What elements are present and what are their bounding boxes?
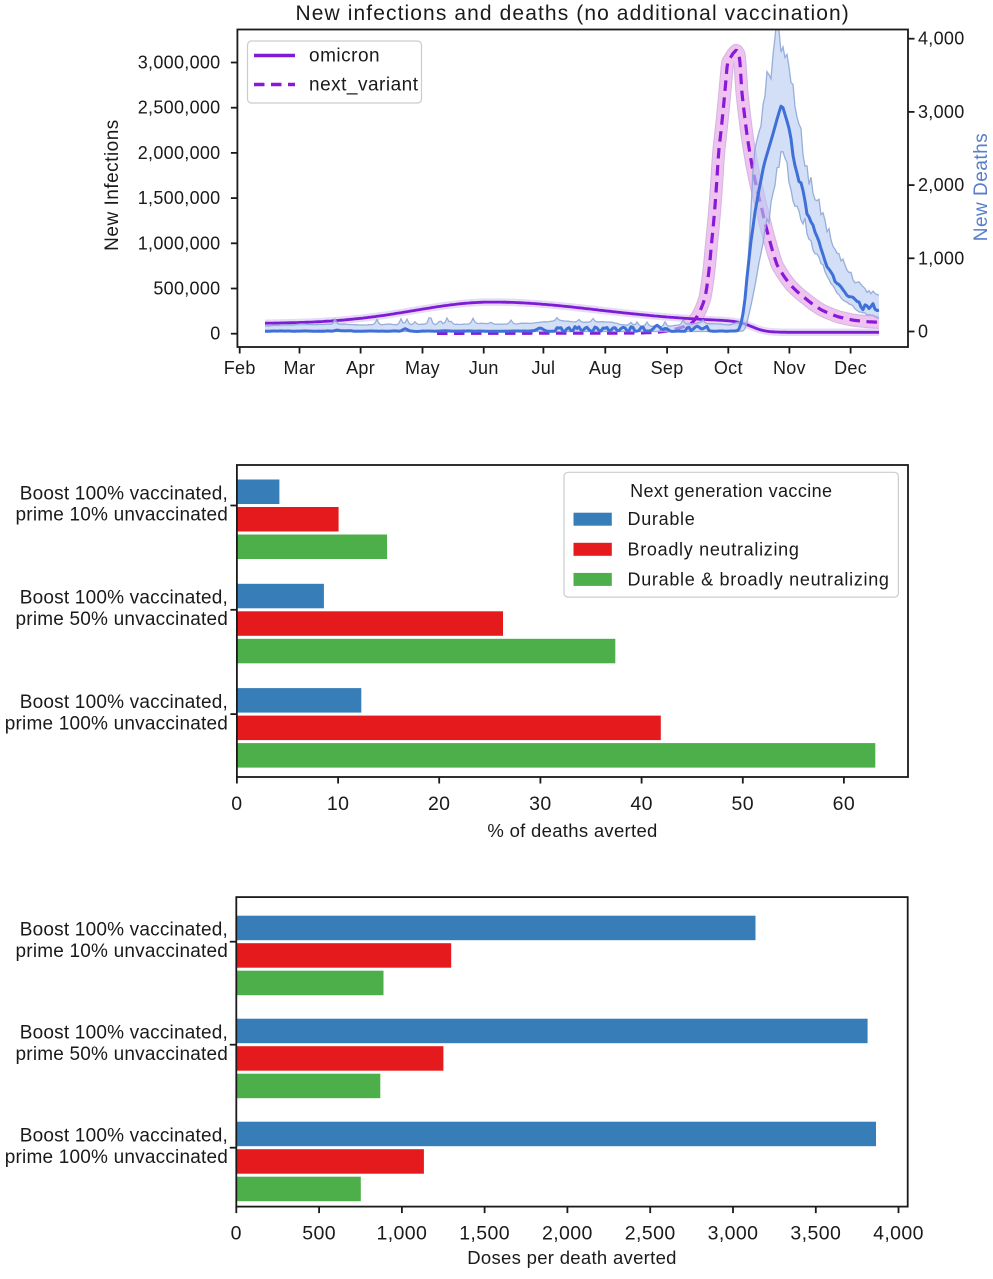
svg-text:0: 0	[231, 793, 242, 815]
svg-text:Boost 100% vaccinated,: Boost 100% vaccinated,	[20, 1126, 228, 1147]
svg-text:Next generation vaccine: Next generation vaccine	[630, 481, 832, 501]
svg-text:Jun: Jun	[469, 358, 499, 378]
svg-text:2,500,000: 2,500,000	[138, 98, 221, 118]
svg-text:next_variant: next_variant	[309, 75, 419, 96]
svg-text:500,000: 500,000	[153, 279, 220, 299]
svg-text:30: 30	[529, 793, 552, 815]
svg-text:3,000,000: 3,000,000	[138, 53, 221, 73]
svg-text:1,500,000: 1,500,000	[138, 188, 221, 208]
svg-text:Mar: Mar	[284, 358, 316, 378]
svg-text:Boost 100% vaccinated,: Boost 100% vaccinated,	[20, 588, 228, 609]
svg-text:0: 0	[231, 1223, 242, 1245]
svg-text:0: 0	[210, 324, 220, 344]
svg-text:prime 100% unvaccinated: prime 100% unvaccinated	[5, 713, 228, 734]
svg-text:3,500: 3,500	[790, 1223, 841, 1245]
svg-text:New infections and deaths (no: New infections and deaths (no additional…	[295, 2, 849, 25]
svg-text:Oct: Oct	[714, 358, 743, 378]
svg-text:Nov: Nov	[773, 358, 806, 378]
svg-text:20: 20	[428, 793, 451, 815]
svg-text:50: 50	[732, 793, 755, 815]
svg-text:Doses per death averted: Doses per death averted	[467, 1247, 677, 1268]
svg-text:Boost 100% vaccinated,: Boost 100% vaccinated,	[20, 1023, 228, 1044]
svg-text:2,500: 2,500	[625, 1223, 676, 1245]
svg-text:3,000: 3,000	[918, 102, 965, 122]
svg-text:4,000: 4,000	[873, 1223, 924, 1245]
svg-text:1,500: 1,500	[459, 1223, 510, 1245]
svg-text:prime 10% unvaccinated: prime 10% unvaccinated	[16, 505, 228, 526]
svg-text:Durable: Durable	[628, 509, 696, 529]
svg-text:3,000: 3,000	[708, 1223, 759, 1245]
svg-text:Sep: Sep	[651, 358, 684, 378]
svg-text:Jul: Jul	[531, 358, 555, 378]
svg-text:Dec: Dec	[834, 358, 867, 378]
svg-text:prime 100% unvaccinated: prime 100% unvaccinated	[5, 1147, 228, 1168]
svg-text:Boost 100% vaccinated,: Boost 100% vaccinated,	[20, 692, 228, 713]
svg-text:2,000: 2,000	[542, 1223, 593, 1245]
svg-text:500: 500	[302, 1223, 336, 1245]
svg-text:2,000: 2,000	[918, 175, 965, 195]
svg-text:Durable & broadly neutralizing: Durable & broadly neutralizing	[628, 569, 890, 589]
svg-text:prime 10% unvaccinated: prime 10% unvaccinated	[16, 941, 228, 962]
svg-text:0: 0	[918, 322, 928, 342]
svg-text:4,000: 4,000	[918, 29, 965, 49]
svg-text:Aug: Aug	[589, 358, 622, 378]
svg-text:New Infections: New Infections	[102, 119, 123, 251]
svg-text:60: 60	[833, 793, 856, 815]
svg-text:10: 10	[327, 793, 350, 815]
svg-text:New Deaths: New Deaths	[971, 133, 992, 242]
svg-text:1,000: 1,000	[376, 1223, 427, 1245]
svg-text:40: 40	[630, 793, 653, 815]
svg-text:Boost 100% vaccinated,: Boost 100% vaccinated,	[20, 920, 228, 941]
svg-text:1,000,000: 1,000,000	[138, 233, 221, 253]
svg-text:prime 50% unvaccinated: prime 50% unvaccinated	[16, 1044, 228, 1065]
svg-text:% of deaths averted: % of deaths averted	[487, 820, 657, 841]
svg-text:omicron: omicron	[309, 46, 380, 67]
svg-text:prime 50% unvaccinated: prime 50% unvaccinated	[16, 609, 228, 630]
svg-text:1,000: 1,000	[918, 248, 965, 268]
svg-text:Apr: Apr	[346, 358, 375, 378]
svg-text:Feb: Feb	[224, 358, 256, 378]
svg-text:2,000,000: 2,000,000	[138, 143, 221, 163]
svg-text:Broadly neutralizing: Broadly neutralizing	[628, 539, 800, 559]
svg-text:Boost 100% vaccinated,: Boost 100% vaccinated,	[20, 483, 228, 504]
svg-text:May: May	[405, 358, 440, 378]
